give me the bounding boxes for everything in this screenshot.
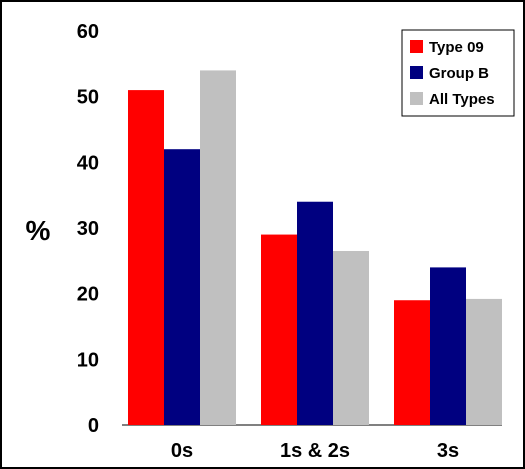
bar [394, 300, 430, 425]
bar [297, 201, 333, 425]
legend-label: Group B [429, 65, 489, 82]
legend-label: All Types [429, 91, 495, 108]
legend-label: Type 09 [429, 39, 484, 56]
y-tick-label: 40 [77, 152, 99, 174]
legend-swatch [410, 40, 423, 53]
bar [261, 234, 297, 425]
y-tick-label: 50 [77, 87, 99, 109]
bar [333, 250, 369, 425]
y-axis-ticks: 0 10 20 30 40 50 60 [77, 21, 99, 437]
bar [466, 298, 502, 425]
x-axis-categories: 0s 1s & 2s 3s [171, 440, 459, 462]
legend-swatch [410, 92, 423, 105]
y-tick-label: 10 [77, 349, 99, 371]
y-tick-label: 60 [77, 21, 99, 43]
y-tick-label: 30 [77, 218, 99, 240]
bar [128, 90, 164, 425]
legend: Type 09 Group B All Types [401, 29, 515, 117]
x-category-label: 0s [171, 440, 193, 462]
legend-swatch [410, 66, 423, 79]
y-tick-label: 20 [77, 284, 99, 306]
y-tick-label: 0 [88, 415, 99, 437]
bar [200, 70, 236, 426]
bar [430, 267, 466, 425]
bars-group [128, 70, 502, 426]
bar [164, 149, 200, 425]
x-category-label: 3s [437, 440, 459, 462]
y-axis-label: % [26, 215, 51, 246]
x-category-label: 1s & 2s [280, 440, 350, 462]
